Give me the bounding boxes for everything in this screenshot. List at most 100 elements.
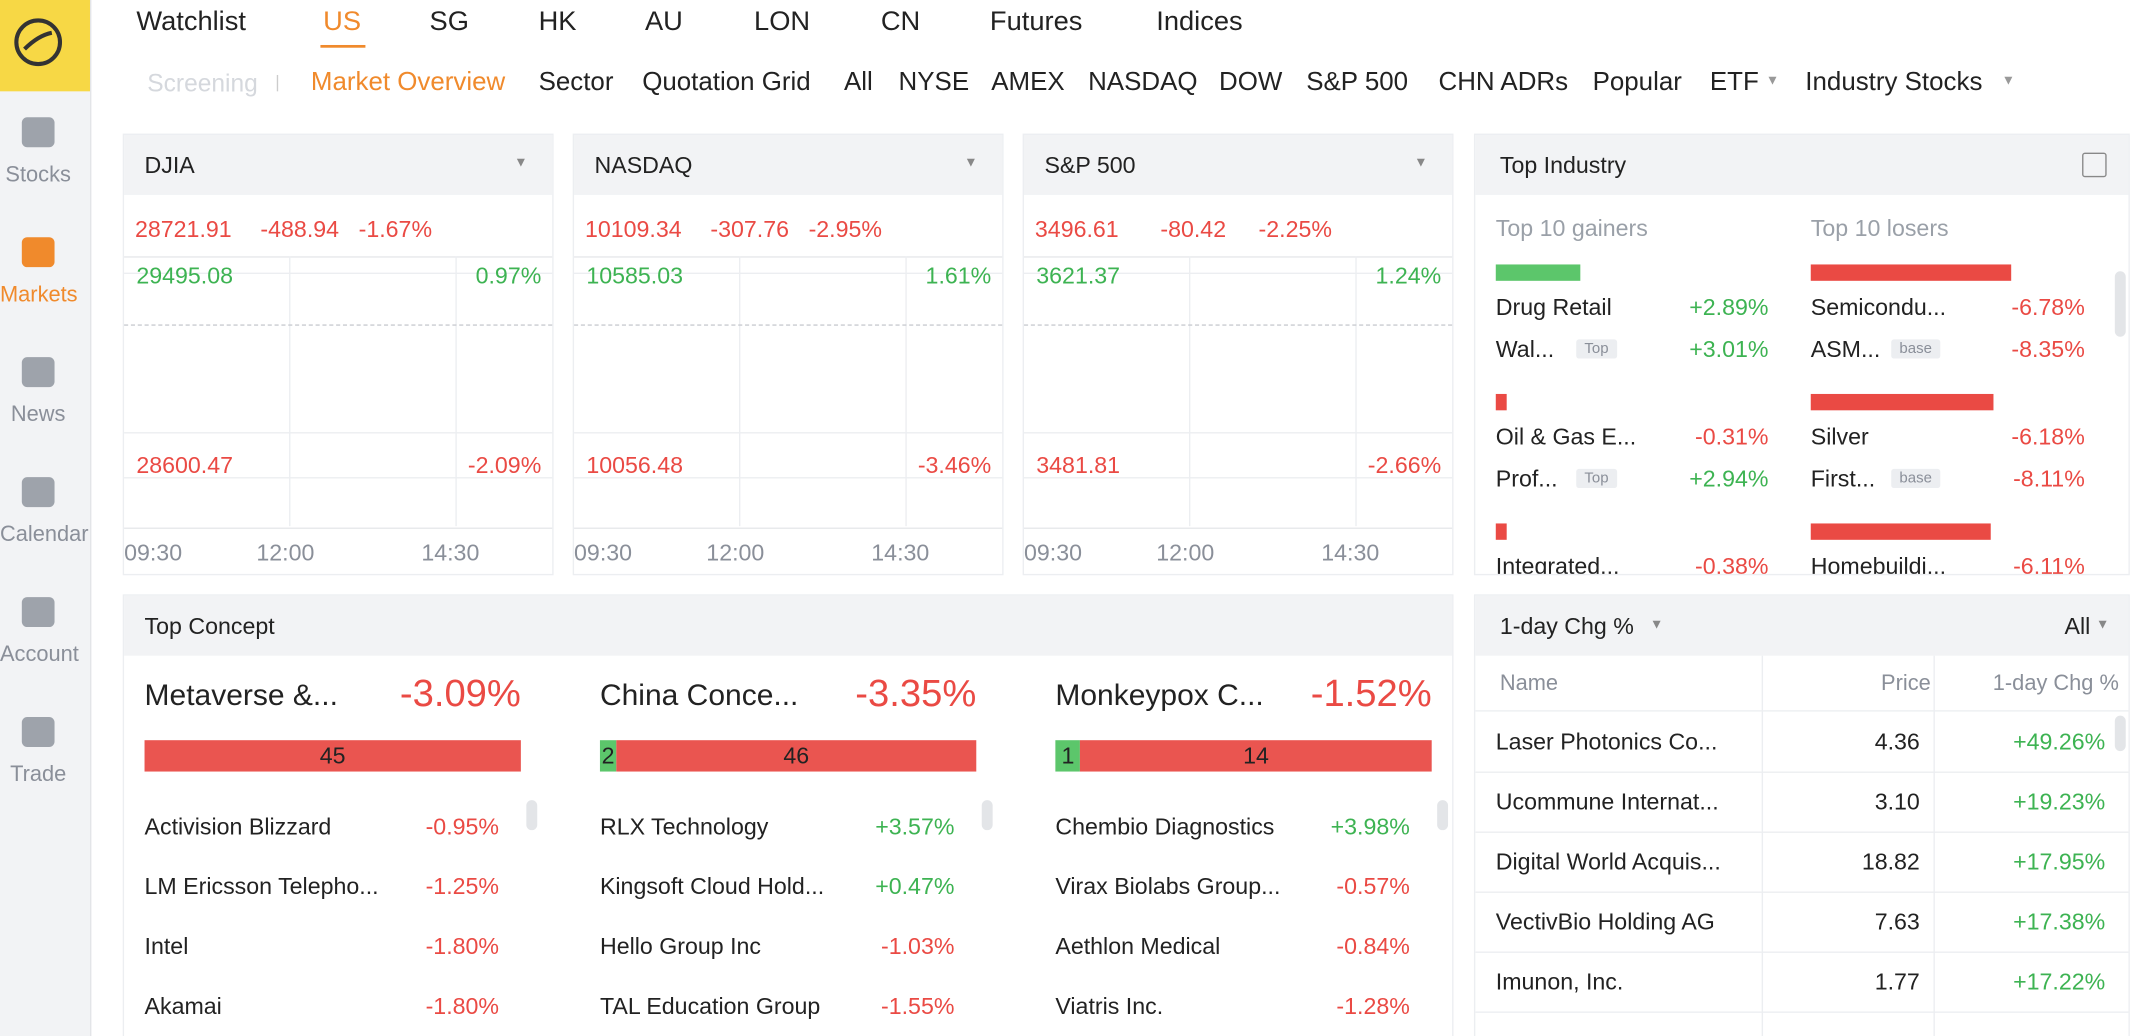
- subtab[interactable]: NASDAQ: [1088, 68, 1198, 97]
- stock-name[interactable]: ASM...: [1810, 336, 1881, 363]
- grid-line: [124, 272, 553, 274]
- rank-filter[interactable]: All: [2064, 613, 2091, 640]
- concept-stock-pct: -1.28%: [1336, 993, 1410, 1020]
- stock-name: VectivBio Holding AG: [1495, 909, 1715, 936]
- concept-stock[interactable]: TAL Education Group: [599, 993, 821, 1020]
- card-header: [1024, 134, 1453, 195]
- subtab[interactable]: Popular: [1592, 68, 1682, 97]
- industry-pct: -0.38%: [1695, 553, 1769, 576]
- subtab[interactable]: S&P 500: [1306, 68, 1409, 97]
- subtab[interactable]: All: [844, 68, 873, 97]
- dropdown-arrow[interactable]: ▼: [1414, 155, 1428, 171]
- stock-chg: +17.38%: [2013, 909, 2106, 936]
- concept-name[interactable]: Metaverse &...: [144, 677, 338, 712]
- nav-label[interactable]: Trade: [10, 763, 67, 787]
- dropdown-arrow: ▼: [2095, 617, 2110, 633]
- nav-icon[interactable]: [21, 477, 55, 508]
- subtab[interactable]: CHN ADRs: [1438, 68, 1569, 97]
- concept-stock[interactable]: Aethlon Medical: [1055, 933, 1221, 960]
- dropdown-arrow: ▼: [1649, 617, 1664, 633]
- industry-name[interactable]: Semicondu...: [1810, 294, 1947, 321]
- tab[interactable]: Futures: [989, 6, 1083, 37]
- concept-stock[interactable]: Kingsoft Cloud Hold...: [599, 873, 825, 900]
- chart-area: [1024, 256, 1453, 529]
- grid-line: [739, 256, 741, 527]
- index-name: S&P 500: [1044, 152, 1136, 179]
- card-header: [124, 134, 553, 195]
- tab[interactable]: US: [323, 6, 362, 37]
- screening[interactable]: Screening: [147, 69, 258, 97]
- industry-name[interactable]: Silver: [1810, 423, 1869, 450]
- index-card: S&P 500 ▼ 3496.61 -80.42 -2.25% 3621.37 1.24% 3…: [1022, 133, 1454, 576]
- concept-stock[interactable]: Activision Blizzard: [144, 813, 332, 840]
- panel-title: Top Industry: [1499, 152, 1627, 179]
- row[interactable]: [1475, 833, 2129, 893]
- tab[interactable]: CN: [880, 6, 921, 37]
- gainers-label: Top 10 gainers: [1495, 215, 1648, 242]
- subtab[interactable]: Industry Stocks: [1805, 68, 1983, 97]
- divider: [276, 74, 279, 92]
- dropdown-arrow[interactable]: ▼: [964, 155, 978, 171]
- nav-label[interactable]: Markets: [0, 283, 78, 307]
- tab[interactable]: Indices: [1156, 6, 1243, 37]
- rank-title[interactable]: 1-day Chg %: [1499, 613, 1634, 640]
- industry-name[interactable]: Drug Retail: [1495, 294, 1612, 321]
- dropdown-arrow[interactable]: ▼: [514, 155, 528, 171]
- change-pct: -1.67%: [358, 216, 433, 243]
- industry-bar: [1495, 264, 1581, 281]
- tab[interactable]: LON: [754, 6, 811, 37]
- nav-icon[interactable]: [21, 357, 55, 388]
- time-label: 14:30: [421, 539, 480, 566]
- tab[interactable]: Watchlist: [136, 6, 246, 37]
- nav-icon[interactable]: [21, 597, 55, 628]
- row[interactable]: [1475, 713, 2129, 773]
- nav-label[interactable]: Account: [0, 643, 79, 667]
- concept-stock-pct: -1.25%: [425, 873, 500, 900]
- nav-icon[interactable]: [21, 117, 55, 148]
- list-icon[interactable]: [2082, 152, 2107, 178]
- concept-stock[interactable]: Virax Biolabs Group...: [1055, 873, 1281, 900]
- subtab[interactable]: ETF: [1709, 68, 1759, 97]
- row[interactable]: [1475, 773, 2129, 833]
- high-pct: 0.97%: [475, 263, 542, 289]
- panel-header: [124, 595, 1453, 656]
- industry-bar: [1495, 523, 1507, 540]
- subtab[interactable]: Market Overview: [310, 68, 506, 97]
- nav-label[interactable]: News: [10, 403, 66, 427]
- stock-name[interactable]: Wal...: [1495, 336, 1555, 363]
- concept-stock[interactable]: Viatris Inc.: [1055, 993, 1164, 1020]
- stock-name[interactable]: First...: [1810, 466, 1876, 493]
- subtab[interactable]: DOW: [1218, 68, 1283, 97]
- concept-stock[interactable]: RLX Technology: [599, 813, 769, 840]
- concept-stock[interactable]: Chembio Diagnostics: [1055, 813, 1275, 840]
- subtab[interactable]: Quotation Grid: [642, 68, 811, 97]
- subtab[interactable]: NYSE: [898, 68, 970, 97]
- tab[interactable]: HK: [538, 6, 577, 37]
- time-label: 12:00: [1156, 539, 1215, 566]
- industry-name[interactable]: Homebuildi...: [1810, 553, 1947, 576]
- nav-icon[interactable]: [21, 237, 55, 268]
- stock-name: Imunon, Inc.: [1495, 969, 1624, 996]
- nav-icon[interactable]: [21, 717, 55, 748]
- panel-title: Top Concept: [144, 613, 275, 640]
- stock-name[interactable]: Prof...: [1495, 466, 1558, 493]
- index-card: DJIA ▼ 28721.91 -488.94 -1.67% 29495.08 0.97% 2…: [122, 133, 554, 576]
- row[interactable]: [1475, 953, 2129, 1013]
- tab[interactable]: AU: [644, 6, 683, 37]
- subtab[interactable]: AMEX: [991, 68, 1065, 97]
- subtab[interactable]: Sector: [538, 68, 614, 97]
- concept-stock[interactable]: LM Ericsson Telepho...: [144, 873, 379, 900]
- stock-chg: +49.26%: [2013, 729, 2106, 756]
- row[interactable]: [1475, 893, 2129, 953]
- industry-name[interactable]: Integrated...: [1495, 553, 1620, 576]
- industry-name[interactable]: Oil & Gas E...: [1495, 423, 1637, 450]
- tab[interactable]: SG: [429, 6, 469, 37]
- concept-name[interactable]: Monkeypox C...: [1055, 677, 1264, 712]
- concept-name[interactable]: China Conce...: [599, 677, 799, 712]
- nav-label[interactable]: Calendar: [0, 523, 89, 547]
- concept-stock[interactable]: Intel: [144, 933, 189, 960]
- concept-stock[interactable]: Hello Group Inc: [599, 933, 762, 960]
- concept-stock-pct: -0.95%: [425, 813, 500, 840]
- nav-label[interactable]: Stocks: [5, 163, 71, 187]
- concept-stock[interactable]: Akamai: [144, 993, 222, 1020]
